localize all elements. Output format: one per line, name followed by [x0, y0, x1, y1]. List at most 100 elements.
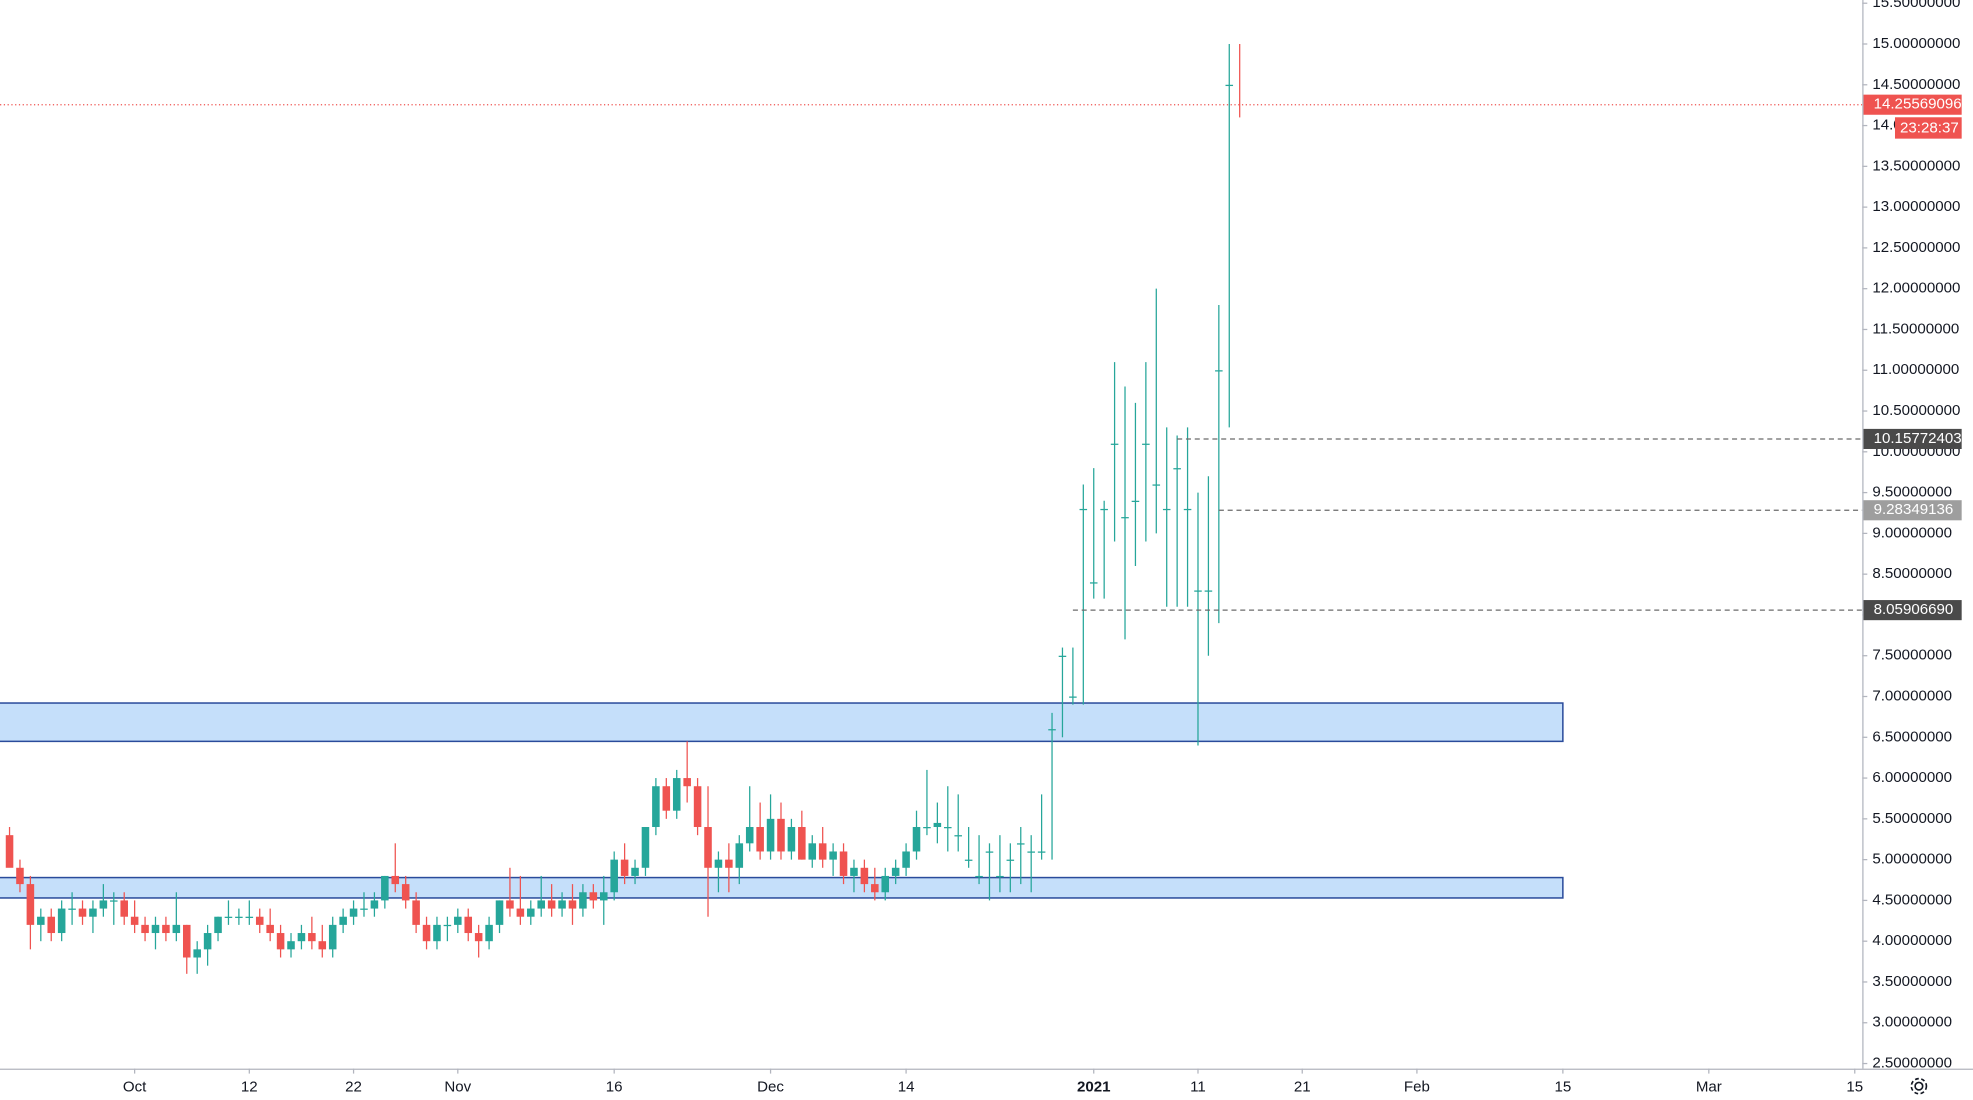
x-tick-label: Nov [444, 1078, 471, 1095]
y-tick-label: 11.50000000 [1872, 320, 1959, 337]
candle-body [401, 884, 410, 901]
price-label: 14.25569096 [1874, 96, 1962, 113]
plot-area [0, 43, 1863, 974]
x-tick-label: Feb [1404, 1078, 1430, 1095]
y-tick-label: 4.00000000 [1872, 932, 1952, 949]
candle-body [902, 851, 910, 868]
candle-body [391, 875, 400, 885]
x-tick-label: Mar [1696, 1078, 1722, 1095]
candle-body [547, 900, 556, 909]
candle-body [276, 933, 285, 950]
candle-body [266, 924, 274, 934]
candle-body [850, 867, 858, 876]
candle-body [130, 916, 139, 925]
candle-body [454, 916, 462, 925]
candle-body [287, 941, 295, 950]
candle-body [162, 924, 170, 934]
candle-body [881, 875, 890, 893]
candle-body [5, 835, 14, 868]
candle-body [1110, 443, 1119, 445]
candle-body [818, 843, 827, 860]
candle-body [579, 892, 587, 909]
candle-body [1069, 696, 1077, 698]
candle-body [714, 859, 723, 868]
candle-body [57, 908, 66, 934]
candle-body [912, 827, 921, 852]
candle-body [412, 900, 420, 925]
candle-body [110, 900, 118, 902]
candle-body [370, 900, 379, 909]
candle-body [443, 924, 452, 927]
zone [0, 876, 1564, 899]
candle-body [328, 924, 337, 950]
candle-body [172, 924, 181, 934]
candle-body [1121, 517, 1129, 519]
x-tick-label: 11 [1190, 1078, 1206, 1095]
candle-body [745, 827, 754, 844]
candle-body [954, 835, 962, 837]
candle-body [672, 778, 681, 811]
candle-body [620, 859, 629, 876]
candle-body [1225, 84, 1234, 87]
x-tick-label: 16 [606, 1078, 623, 1095]
level-label: 10.15772403 [1874, 430, 1962, 447]
candle-body [1048, 729, 1056, 731]
candle-body [1089, 582, 1098, 584]
y-tick-label: 3.00000000 [1872, 1014, 1952, 1031]
candle-body [193, 949, 201, 958]
y-tick-label: 5.50000000 [1872, 810, 1952, 827]
y-tick-label: 9.00000000 [1872, 524, 1952, 541]
level-label-box [1863, 500, 1962, 521]
candle-body [568, 900, 577, 909]
x-tick-label: Oct [123, 1078, 147, 1095]
candle-body [662, 786, 671, 811]
candle-body [829, 851, 837, 860]
y-tick-label: 7.00000000 [1872, 687, 1952, 704]
candle-body [433, 924, 441, 942]
y-tick-label: 12.50000000 [1872, 239, 1960, 256]
candle-body [944, 827, 952, 829]
candle-body [1131, 500, 1140, 503]
level-label: 9.28349136 [1874, 501, 1954, 518]
candle-body [839, 851, 848, 876]
countdown-box [1894, 117, 1962, 139]
candle-body [725, 859, 733, 868]
y-tick-label: 12.00000000 [1872, 280, 1960, 297]
candle-body [16, 867, 24, 885]
candle-body [527, 908, 535, 917]
level-label: 8.05906690 [1874, 601, 1954, 618]
candle-body [360, 908, 368, 910]
y-tick-label: 15.00000000 [1872, 35, 1960, 52]
settings-icon[interactable] [1910, 1077, 1928, 1095]
candle-body [1079, 508, 1088, 511]
candle-body [558, 900, 566, 909]
y-tick-label: 14.50000000 [1872, 76, 1960, 93]
candle-body [735, 843, 744, 868]
candle-body [516, 908, 525, 917]
candle-body [1058, 655, 1067, 657]
y-tick-label: 10.50000000 [1872, 402, 1960, 419]
candle-body [631, 867, 639, 876]
candle-body [610, 859, 618, 893]
candle-body [923, 827, 931, 829]
candle-body [787, 827, 796, 852]
y-tick-label: 15.50000000 [1872, 0, 1960, 11]
candle-body [860, 867, 869, 885]
y-tick-label: 11.00000000 [1872, 361, 1959, 378]
candle-body [808, 843, 817, 860]
candle-body [89, 908, 97, 917]
candle-body [318, 941, 327, 950]
candle-body [933, 822, 942, 828]
y-tick-label: 6.00000000 [1872, 769, 1952, 786]
candle-body [464, 916, 473, 934]
candle-body [141, 924, 149, 934]
candle-body [871, 884, 879, 893]
candle-body [1152, 484, 1161, 486]
candle-body [349, 908, 358, 917]
candle-body [693, 786, 702, 828]
candle-body [1215, 370, 1223, 372]
candle-body [224, 916, 233, 918]
candle-body [339, 916, 347, 925]
candle-body [26, 884, 35, 925]
settings-icon-ring [1910, 1077, 1928, 1095]
